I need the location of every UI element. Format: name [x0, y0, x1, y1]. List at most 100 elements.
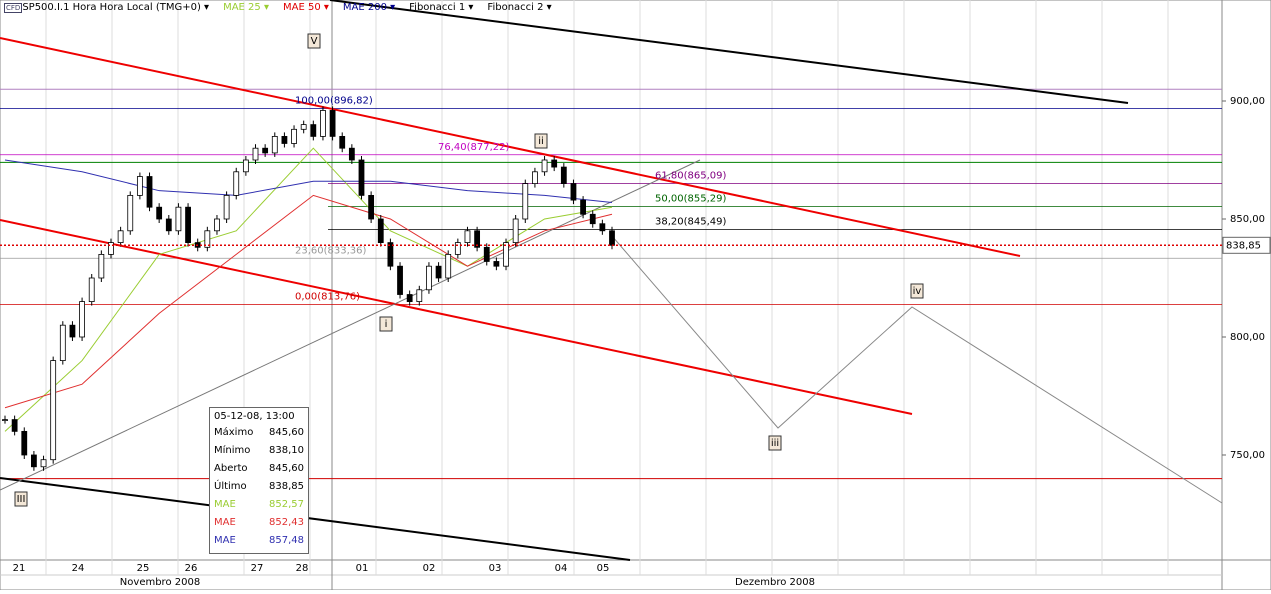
info-row: Aberto 845,60 [210, 461, 308, 479]
channel-line [0, 37, 1021, 257]
info-title: 05-12-08, 13:00 [214, 411, 295, 422]
last-price-label: 838,85 [1226, 240, 1261, 251]
toolbar-item[interactable]: Fibonacci 2 ▾ [487, 2, 552, 13]
toolbar-item[interactable]: MAE 200 ▾ [342, 2, 396, 13]
candle [493, 261, 500, 267]
candle [252, 147, 259, 161]
symbol-text: SP500.I.1 Hora Hora Local (TMG+0) [22, 2, 201, 13]
info-row: MAE 857,48 [210, 533, 308, 551]
y-tick-label: 800,00 [1230, 332, 1265, 343]
candle [339, 136, 346, 149]
projection [611, 235, 1223, 504]
candle [416, 289, 423, 302]
info-row: Máximo 845,60 [210, 425, 308, 443]
info-key: Último [214, 481, 247, 492]
candle [204, 230, 211, 248]
candle [464, 230, 471, 243]
candle [541, 159, 548, 173]
symbol[interactable]: CFD SP500.I.1 Hora Hora Local (TMG+0) ▾ [4, 2, 210, 13]
toolbar-label: MAE 50 [282, 2, 321, 13]
wave-box [768, 435, 782, 451]
fib-label: 76,40(877,22) [438, 142, 510, 153]
candle [185, 206, 191, 243]
candle [503, 242, 509, 267]
candle [117, 230, 124, 243]
candle [223, 194, 230, 220]
candle [580, 199, 586, 215]
moving-average [4, 194, 613, 409]
toolbar-label: Fibonacci 1 [409, 2, 466, 13]
trend-line [0, 477, 631, 561]
x-tick-label: 03 [489, 563, 502, 574]
candle [21, 430, 28, 456]
moving-average [4, 147, 613, 432]
fib-label: 50,00(855,29) [655, 194, 727, 205]
toolbar-label: Fibonacci 2 [487, 2, 544, 13]
x-tick-label: 28 [296, 563, 309, 574]
candle [387, 242, 394, 267]
wave-label: iii [771, 438, 779, 449]
candle [146, 176, 153, 208]
candle [560, 166, 567, 184]
info-key: Aberto [214, 463, 248, 474]
candle [233, 171, 240, 196]
wave-label: iv [913, 286, 922, 297]
candle [242, 159, 249, 173]
toolbar-item[interactable]: MAE 25 ▾ [223, 2, 269, 13]
candle [609, 230, 615, 246]
candle [40, 459, 47, 468]
info-value: 845,60 [269, 463, 304, 474]
candle [271, 136, 278, 154]
info-value: 857,48 [269, 535, 304, 546]
candle [79, 301, 85, 338]
y-tick-label: 750,00 [1230, 450, 1265, 461]
info-row: Mínimo 838,10 [210, 443, 308, 461]
candle [262, 147, 269, 154]
info-value: 852,43 [269, 517, 304, 528]
info-row: Último 838,85 [210, 479, 308, 497]
fib-label: 23,60(833,36) [295, 245, 367, 256]
toolbar-item[interactable]: MAE 50 ▾ [282, 2, 329, 13]
info-value: 838,85 [269, 481, 304, 492]
info-panel: 05-12-08, 13:00 Máximo 845,60 Mínimo 838,10… [209, 407, 309, 554]
month-label: Novembro 2008 [120, 577, 200, 588]
info-value: 838,10 [269, 445, 304, 456]
candle [397, 265, 403, 295]
toolbar-item[interactable]: Fibonacci 1 ▾ [409, 2, 474, 13]
wave-label: i [385, 319, 388, 330]
candle [108, 242, 114, 255]
candle [320, 110, 326, 137]
channel-line [0, 219, 913, 415]
candle [570, 183, 577, 201]
info-row: MAE 852,43 [210, 515, 308, 533]
info-row: MAE 852,57 [210, 497, 308, 515]
candle [426, 265, 432, 291]
x-tick-label: 24 [72, 563, 85, 574]
candle [127, 194, 134, 232]
info-value: 852,57 [269, 499, 304, 510]
wave-label: ii [538, 136, 544, 147]
candle [165, 218, 172, 232]
x-tick-label: 21 [13, 563, 26, 574]
candle [599, 223, 606, 232]
candle [69, 324, 76, 338]
info-key: MAE [214, 535, 236, 546]
candle [310, 124, 317, 137]
wave-label: V [311, 36, 318, 47]
wave-label: III [17, 494, 26, 505]
wave-box [534, 133, 548, 149]
candle [59, 324, 66, 361]
toolbar: CFD SP500.I.1 Hora Hora Local (TMG+0) ▾ M… [4, 2, 552, 13]
candle [2, 419, 8, 421]
fib-label: 61,80(865,09) [655, 170, 727, 181]
candle [368, 194, 375, 220]
x-tick-label: 27 [251, 563, 264, 574]
candle [551, 159, 558, 168]
candle [358, 159, 365, 196]
candle [214, 218, 220, 232]
x-tick-label: 02 [423, 563, 436, 574]
candle [406, 294, 413, 302]
candle [474, 230, 481, 248]
